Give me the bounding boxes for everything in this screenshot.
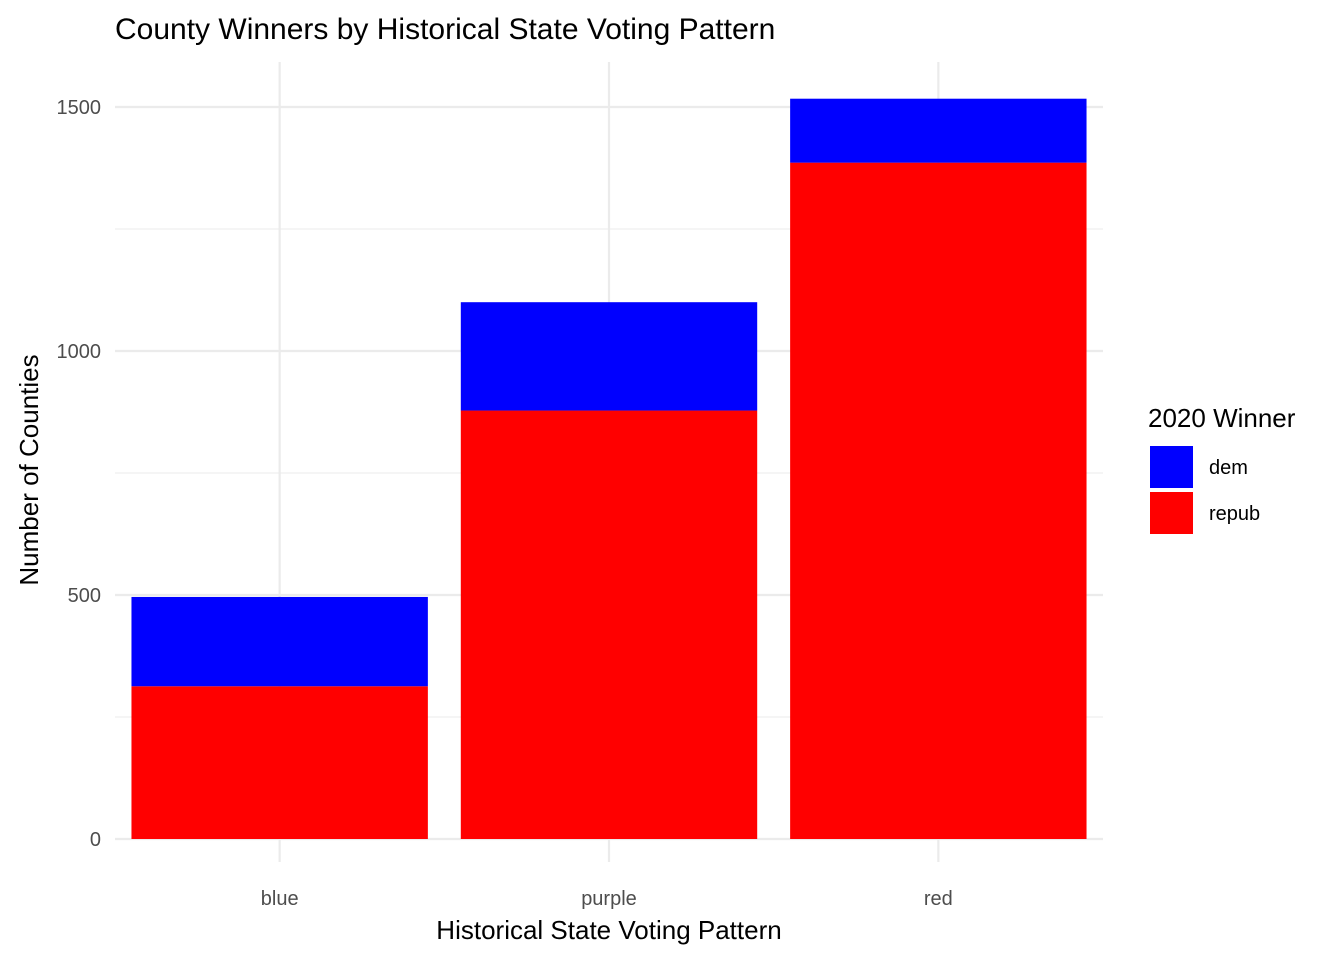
- bars: [131, 98, 1087, 839]
- x-tick-label: purple: [581, 888, 637, 910]
- legend-label-repub: repub: [1209, 503, 1260, 525]
- bar-red-repub: [790, 162, 1087, 839]
- y-tick-label: 1000: [57, 341, 102, 363]
- legend-swatch-dem: [1150, 446, 1193, 488]
- bar-red-dem: [790, 98, 1087, 163]
- bar-purple-repub: [460, 410, 758, 839]
- x-tick-label: blue: [261, 888, 299, 910]
- legend-title: 2020 Winner: [1148, 403, 1296, 433]
- x-axis-ticks: blue purple red: [261, 888, 953, 910]
- legend-label-dem: dem: [1209, 457, 1248, 479]
- x-tick-label: red: [924, 888, 953, 910]
- y-axis-title: Number of Counties: [14, 354, 44, 585]
- legend-swatch-repub: [1150, 492, 1193, 534]
- bar-blue-repub: [131, 686, 428, 839]
- y-tick-label: 1500: [57, 97, 102, 119]
- bar-purple-dem: [460, 302, 758, 411]
- bar-blue-dem: [131, 596, 428, 687]
- y-tick-label: 500: [68, 585, 101, 607]
- x-axis-title: Historical State Voting Pattern: [436, 915, 781, 945]
- chart-title: County Winners by Historical State Votin…: [115, 13, 775, 46]
- legend: 2020 Winner dem repub: [1148, 403, 1296, 534]
- y-axis-ticks: 0 500 1000 1500: [57, 97, 102, 851]
- y-tick-label: 0: [90, 829, 101, 851]
